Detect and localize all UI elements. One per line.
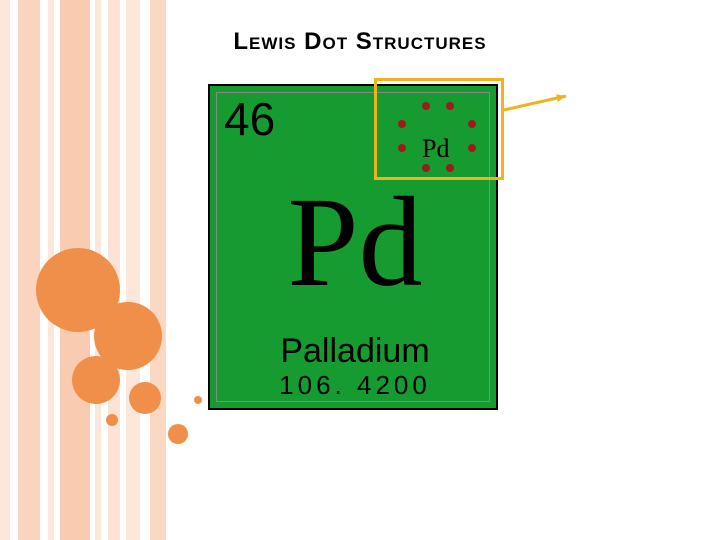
decorative-circle xyxy=(168,424,188,444)
element-symbol: Pd xyxy=(210,178,500,306)
slide: Lewis Dot Structures 46 Pd Palladium 106… xyxy=(0,0,720,540)
decorative-circle xyxy=(194,396,202,404)
atomic-number: 46 xyxy=(224,92,275,146)
highlight-box xyxy=(374,78,504,180)
atomic-mass: 106. 4200 xyxy=(210,370,500,401)
decorative-circle xyxy=(72,356,120,404)
decorative-circle xyxy=(129,382,161,414)
page-title: Lewis Dot Structures xyxy=(0,28,720,56)
element-name: Palladium xyxy=(210,332,500,371)
arrow-icon xyxy=(494,86,576,120)
decorative-circle xyxy=(106,414,118,426)
